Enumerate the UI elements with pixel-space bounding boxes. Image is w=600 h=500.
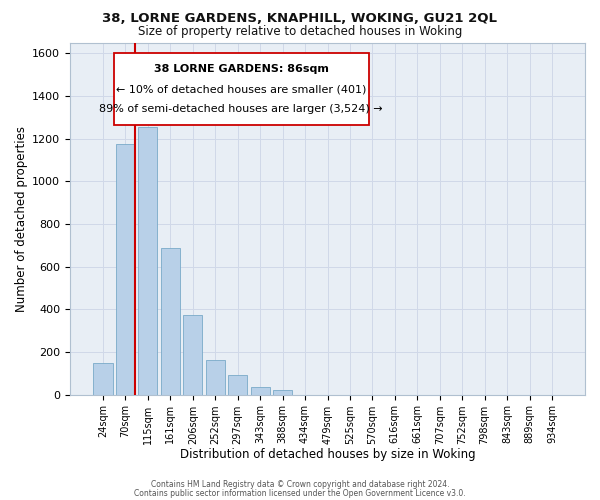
Text: ← 10% of detached houses are smaller (401): ← 10% of detached houses are smaller (40… [116,84,367,94]
Bar [251,387,269,394]
FancyBboxPatch shape [114,53,369,125]
Bar [273,390,292,394]
Bar [228,376,247,394]
Bar [183,314,202,394]
Text: Contains public sector information licensed under the Open Government Licence v3: Contains public sector information licen… [134,488,466,498]
Text: 89% of semi-detached houses are larger (3,524) →: 89% of semi-detached houses are larger (… [100,104,383,115]
Text: 38 LORNE GARDENS: 86sqm: 38 LORNE GARDENS: 86sqm [154,64,329,74]
X-axis label: Distribution of detached houses by size in Woking: Distribution of detached houses by size … [179,448,475,461]
Text: Contains HM Land Registry data © Crown copyright and database right 2024.: Contains HM Land Registry data © Crown c… [151,480,449,489]
Y-axis label: Number of detached properties: Number of detached properties [15,126,28,312]
Bar [94,362,113,394]
Bar [139,127,157,394]
Bar [206,360,225,394]
Bar [161,248,180,394]
Text: 38, LORNE GARDENS, KNAPHILL, WOKING, GU21 2QL: 38, LORNE GARDENS, KNAPHILL, WOKING, GU2… [103,12,497,26]
Bar [116,144,135,395]
Text: Size of property relative to detached houses in Woking: Size of property relative to detached ho… [138,25,462,38]
